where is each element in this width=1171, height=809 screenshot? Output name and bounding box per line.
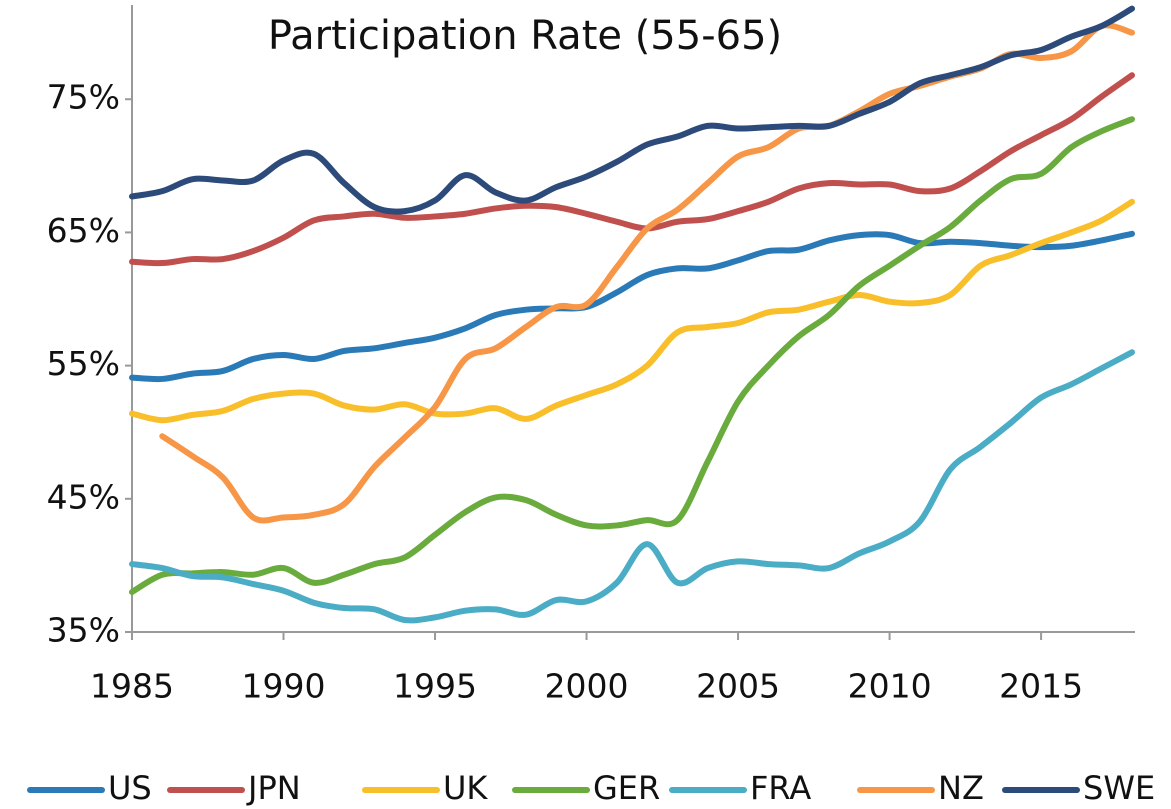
- y-tick-label: 75%: [47, 78, 120, 117]
- x-tick-label: 2010: [848, 667, 932, 706]
- legend-label: UK: [443, 769, 488, 807]
- y-tick-label: 45%: [47, 477, 120, 516]
- series-line: [129, 198, 1135, 424]
- chart-title: Participation Rate (55-65): [268, 13, 782, 59]
- x-tick-label: 2000: [545, 667, 629, 706]
- x-tick-label: 1985: [90, 667, 174, 706]
- legend-label: FRA: [750, 769, 811, 807]
- y-tick-label: 55%: [47, 344, 120, 383]
- legend-label: JPN: [246, 769, 301, 807]
- y-tick-label: 35%: [47, 611, 120, 650]
- legend-label: US: [108, 769, 152, 807]
- series-line: [129, 349, 1135, 624]
- series-line: [129, 116, 1135, 596]
- legend-label: SWE: [1083, 769, 1155, 807]
- series-line: [129, 72, 1135, 267]
- x-tick-label: 2005: [696, 667, 780, 706]
- legend-label: NZ: [938, 769, 984, 807]
- x-tick-label: 2015: [999, 667, 1083, 706]
- series-line: [129, 5, 1135, 215]
- x-tick-label: 1990: [242, 667, 326, 706]
- series-line: [129, 230, 1135, 383]
- y-tick-label: 65%: [47, 211, 120, 250]
- legend-label: GER: [593, 769, 660, 807]
- x-tick-label: 1995: [393, 667, 477, 706]
